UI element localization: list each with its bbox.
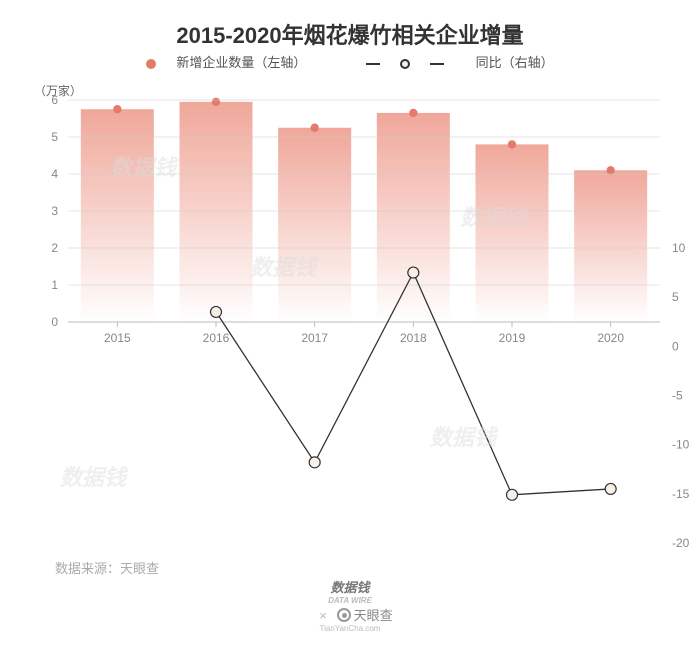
x-tick: 2015 xyxy=(104,331,131,345)
right-axis-ticks: 10 5 0 -5 -10 -15 -20 xyxy=(672,241,690,550)
bar-cap xyxy=(508,140,516,148)
bar xyxy=(79,109,155,322)
x-tick: 2019 xyxy=(499,331,526,345)
left-tick: 1 xyxy=(51,278,58,292)
left-tick: 4 xyxy=(51,167,58,181)
x-tick: 2017 xyxy=(301,331,328,345)
bar-cap xyxy=(212,98,220,106)
left-tick: 6 xyxy=(51,93,58,107)
x-tick: 2016 xyxy=(203,331,230,345)
bar-cap xyxy=(113,105,121,113)
right-tick: -10 xyxy=(672,438,690,452)
source-label: 数据来源： xyxy=(55,561,120,576)
x-axis-ticks: 2015 2016 2017 2018 2019 2020 xyxy=(104,331,624,345)
bar xyxy=(474,144,550,322)
footer-brand2: 天眼查 TianYanCha.com xyxy=(0,608,700,633)
footer-brand1-text: 数据钱 xyxy=(330,580,369,595)
line-marker xyxy=(309,457,320,468)
right-tick: 5 xyxy=(672,290,679,304)
bar xyxy=(277,128,353,322)
line-marker xyxy=(605,483,616,494)
right-tick: 0 xyxy=(672,339,679,353)
x-tick: 2018 xyxy=(400,331,427,345)
chart-container: 2015-2020年烟花爆竹相关企业增量 新增企业数量（左轴） 同比（右轴） （… xyxy=(0,0,700,645)
line-marker xyxy=(211,306,222,317)
data-source: 数据来源：天眼查 xyxy=(55,558,159,577)
bar xyxy=(178,102,254,322)
left-axis-ticks: 0 1 2 3 4 5 6 xyxy=(51,93,58,329)
right-tick: -5 xyxy=(672,389,683,403)
bars-group xyxy=(79,98,648,322)
bar xyxy=(375,113,451,322)
footer-brand1-sub: DATA WIRE xyxy=(0,596,700,605)
bar xyxy=(573,170,649,322)
footer-brand1: 数据钱 DATA WIRE xyxy=(0,580,700,605)
footer-brand2-text: 天眼查 xyxy=(354,608,393,623)
bar-cap xyxy=(606,166,614,174)
footer: 数据钱 DATA WIRE × 天眼查 TianYanCha.com xyxy=(0,577,700,633)
source-value: 天眼查 xyxy=(120,561,159,576)
x-tick: 2020 xyxy=(597,331,624,345)
plot-svg: 0 1 2 3 4 5 6 10 5 0 -5 -10 -15 -20 2015 2016 2017 2018… xyxy=(0,0,700,645)
bar-cap xyxy=(409,109,417,117)
left-tick: 5 xyxy=(51,130,58,144)
right-tick: 10 xyxy=(672,241,686,255)
line-marker xyxy=(507,489,518,500)
bar-cap xyxy=(310,124,318,132)
footer-brand2-sub: TianYanCha.com xyxy=(0,624,700,633)
line-marker xyxy=(408,267,419,278)
right-tick: -15 xyxy=(672,487,690,501)
left-tick: 2 xyxy=(51,241,58,255)
footer-sep: × xyxy=(319,608,327,623)
right-tick: -20 xyxy=(672,536,690,550)
left-tick: 3 xyxy=(51,204,58,218)
left-tick: 0 xyxy=(51,315,58,329)
